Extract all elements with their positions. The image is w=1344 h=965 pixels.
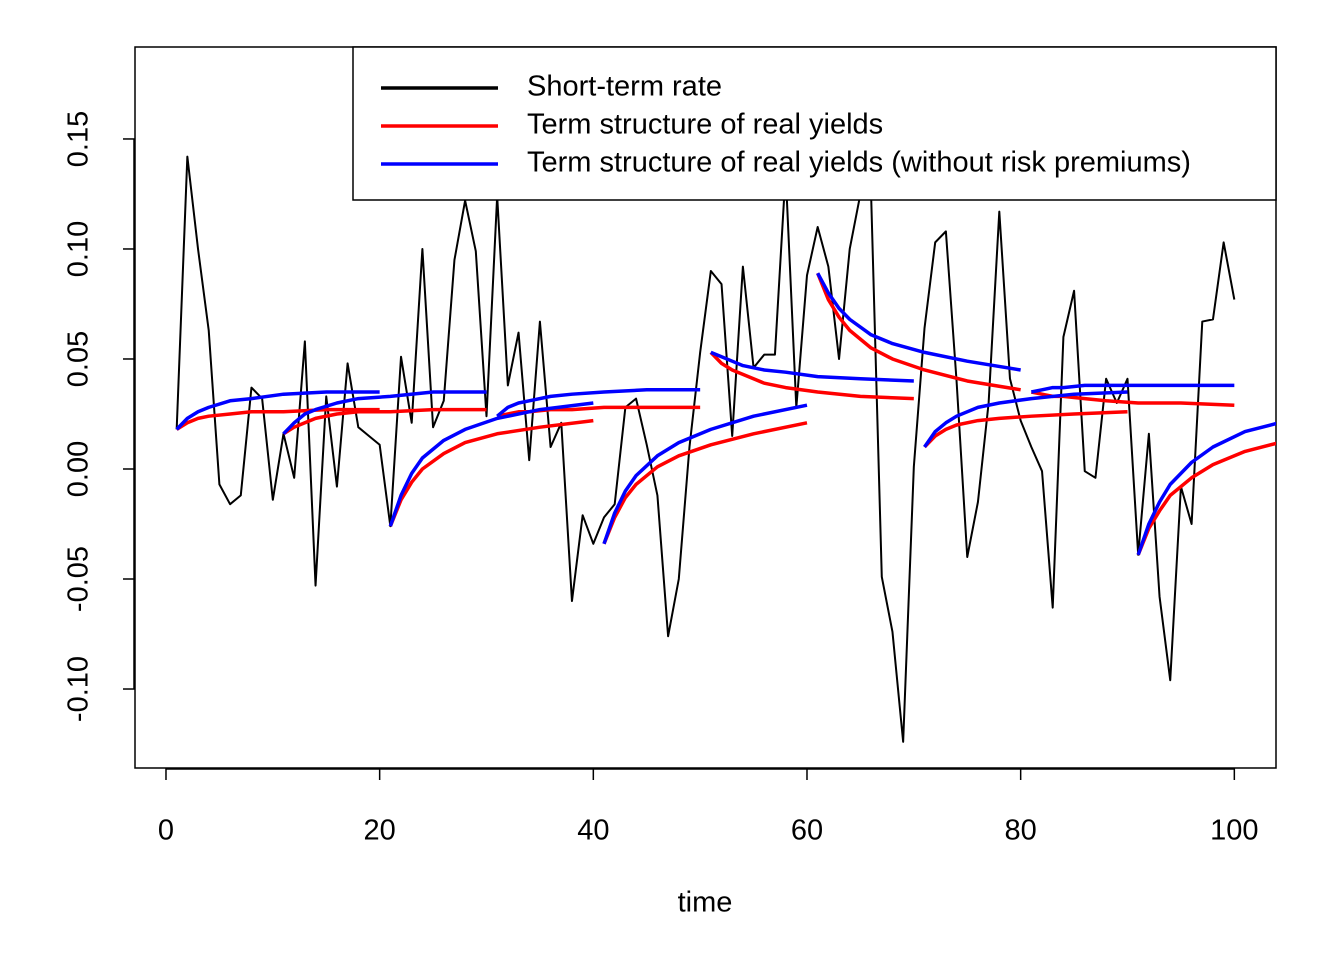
line-series bbox=[175, 155, 1236, 743]
curve-segment bbox=[816, 272, 1021, 372]
curve-segment bbox=[496, 388, 701, 418]
curve-segment bbox=[923, 390, 1128, 448]
y-tick-label: 0.00 bbox=[63, 441, 95, 497]
y-tick-label: -0.05 bbox=[63, 546, 95, 612]
curve-segment bbox=[1030, 383, 1235, 394]
axes: 0 20 40 60 80 100 -0.10 -0.05 0.00 0.05 0.10 0.15 bbox=[63, 111, 1259, 847]
legend-label: Term structure of real yields bbox=[527, 109, 883, 141]
legend: Short-term rate Term structure of real yi… bbox=[352, 46, 1277, 201]
curve-segment bbox=[388, 418, 594, 527]
curve-segment bbox=[709, 351, 914, 401]
legend-box bbox=[352, 46, 1277, 201]
x-tick-label: 80 bbox=[1005, 815, 1037, 847]
curve-segment bbox=[388, 401, 594, 527]
plot-area bbox=[175, 155, 1276, 743]
curve-segment bbox=[602, 421, 808, 545]
x-tick-label: 60 bbox=[791, 815, 823, 847]
curve-segment bbox=[710, 350, 914, 383]
x-tick-label: 20 bbox=[364, 815, 396, 847]
curve-segment bbox=[816, 272, 1021, 392]
curve-segment bbox=[602, 403, 808, 545]
legend-label: Term structure of real yields (without r… bbox=[527, 147, 1191, 179]
x-axis-label: time bbox=[678, 887, 733, 919]
y-tick-label: 0.15 bbox=[63, 111, 95, 167]
curve-segment bbox=[923, 410, 1128, 449]
x-tick-label: 40 bbox=[577, 815, 609, 847]
legend-label: Short-term rate bbox=[527, 71, 722, 103]
y-tick-label: -0.10 bbox=[63, 656, 95, 722]
y-tick-label: 0.05 bbox=[63, 331, 95, 387]
y-tick-label: 0.10 bbox=[63, 221, 95, 277]
curve-segment bbox=[1136, 441, 1276, 556]
curve-segment bbox=[1030, 390, 1235, 407]
curve-segment bbox=[175, 390, 380, 431]
curve-segment bbox=[1136, 421, 1276, 556]
curve-segment bbox=[282, 390, 487, 436]
curve-segment bbox=[282, 407, 487, 436]
x-tick-label: 100 bbox=[1210, 815, 1258, 847]
x-tick-label: 0 bbox=[158, 815, 174, 847]
